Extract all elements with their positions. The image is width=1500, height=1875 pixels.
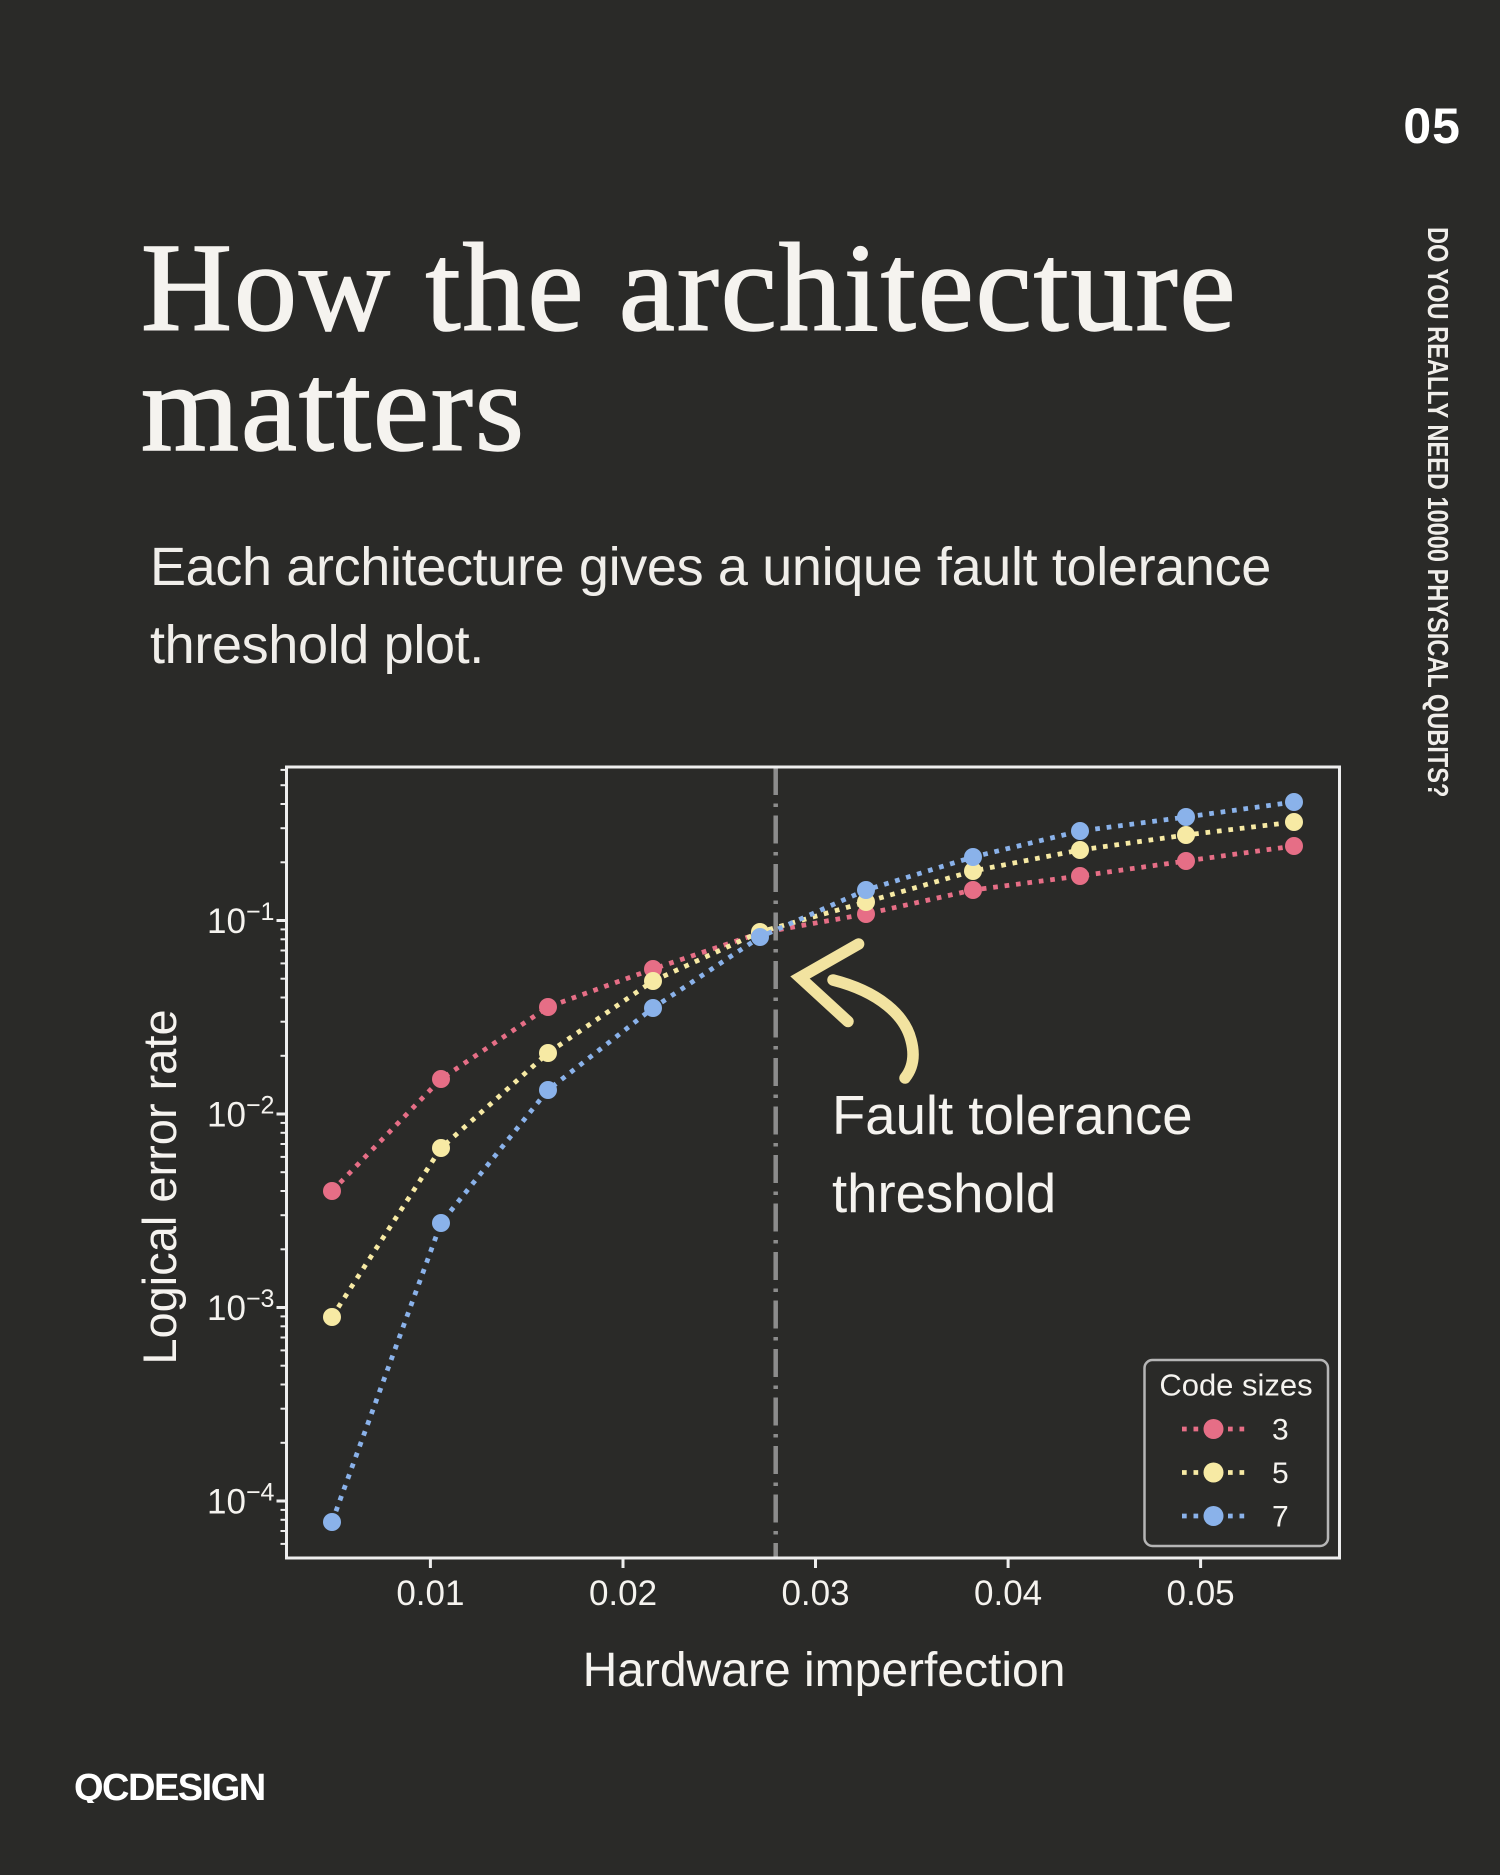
svg-text:0.05: 0.05 (1167, 1574, 1235, 1613)
svg-text:5: 5 (1272, 1457, 1289, 1490)
svg-text:3: 3 (1272, 1414, 1289, 1447)
svg-text:10−2: 10−2 (207, 1092, 274, 1135)
svg-text:0.03: 0.03 (781, 1574, 849, 1613)
svg-text:threshold: threshold (832, 1163, 1056, 1224)
svg-text:Fault tolerance: Fault tolerance (832, 1085, 1193, 1146)
svg-text:10−4: 10−4 (207, 1479, 275, 1522)
svg-text:7: 7 (1272, 1501, 1289, 1534)
svg-text:0.04: 0.04 (974, 1574, 1042, 1613)
svg-text:0.02: 0.02 (589, 1574, 657, 1613)
svg-text:10−3: 10−3 (207, 1285, 274, 1328)
svg-text:Code sizes: Code sizes (1159, 1368, 1312, 1403)
svg-text:Hardware imperfection: Hardware imperfection (583, 1644, 1066, 1697)
svg-text:10−1: 10−1 (207, 898, 274, 941)
svg-text:Logical error rate: Logical error rate (133, 1009, 186, 1364)
svg-text:0.01: 0.01 (396, 1574, 464, 1613)
